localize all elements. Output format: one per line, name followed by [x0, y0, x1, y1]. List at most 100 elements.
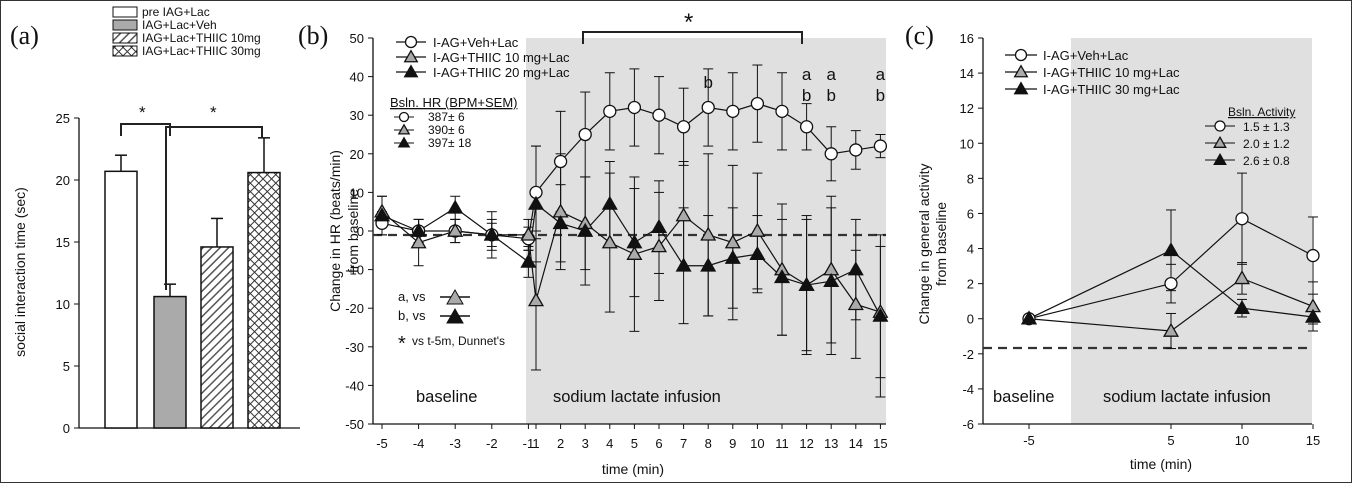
- data-point: [1235, 212, 1249, 226]
- data-point: [749, 245, 766, 260]
- legend-entry: I-AG+Veh+Lac: [1043, 48, 1129, 63]
- data-point: [798, 276, 815, 291]
- data-point: [447, 222, 464, 237]
- legend-entry: I-AG+THIIC 20 mg+Lac: [433, 65, 570, 80]
- x-tick-label: -4: [413, 436, 425, 451]
- panel-a-bars: [104, 137, 281, 429]
- panel-a-label: (a): [10, 21, 39, 50]
- y-tick-label: 6: [967, 206, 974, 221]
- panel-c-y-label: Change in general activity: [916, 163, 932, 324]
- data-point: [750, 96, 765, 111]
- data-point: [520, 253, 537, 268]
- data-point: [483, 226, 500, 241]
- data-point: [849, 143, 863, 157]
- data-point: [726, 104, 740, 118]
- series-line: [1028, 249, 1314, 320]
- y-tick-label: 14: [960, 66, 974, 81]
- legend-marker: [1013, 64, 1029, 78]
- data-point: [700, 226, 717, 241]
- panel-b-y-label: Change in HR (beats/min): [327, 150, 343, 312]
- data-point: [701, 100, 715, 115]
- data-point: [775, 104, 789, 118]
- panel-c-label: (c): [905, 21, 934, 50]
- sig-letter: a: [876, 65, 886, 84]
- y-tick-label: 4: [967, 242, 974, 257]
- data-point: [1233, 299, 1251, 315]
- y-tick-label: 2: [967, 277, 974, 292]
- legend-swatch: [112, 45, 138, 57]
- baseline-marker: [397, 136, 411, 148]
- x-tick-label: -3: [449, 436, 461, 451]
- panel-c-baseline-label: baseline: [993, 388, 1054, 406]
- data-point: [552, 215, 569, 230]
- data-point: [577, 222, 594, 237]
- x-tick-label: 8: [705, 436, 712, 451]
- data-point: [410, 234, 427, 249]
- x-tick-label: 9: [729, 436, 736, 451]
- panel-b-bracket: *: [582, 9, 803, 44]
- baseline-value: 2.6 ± 0.8: [1243, 154, 1290, 168]
- data-point: [676, 120, 691, 134]
- x-tick-label: 6: [655, 436, 662, 451]
- panel-c-y-label-2: from baseline: [933, 202, 949, 286]
- data-point: [520, 226, 537, 241]
- y-tick-label: 10: [960, 136, 974, 151]
- key-b: b, vs: [398, 308, 426, 323]
- y-tick-label: -50: [345, 417, 364, 432]
- y-tick-label: 50: [350, 31, 364, 46]
- bar: [200, 246, 234, 429]
- panel-b-x-label: time (min): [602, 461, 664, 477]
- panel-a: (a) 0 5 10 15 20 25 social interaction time (…: [10, 5, 300, 436]
- sig-letter: a: [826, 65, 836, 84]
- y-tick-label: 0: [967, 312, 974, 327]
- data-point: [527, 195, 545, 210]
- y-tick-label: 8: [967, 171, 974, 186]
- panel-b-series: [373, 64, 889, 398]
- legend-swatch: [112, 19, 138, 31]
- legend-marker: [1013, 81, 1029, 95]
- panel-c-infusion-label: sodium lactate infusion: [1103, 388, 1271, 406]
- baseline-value: 397± 18: [428, 136, 472, 150]
- legend-entry: IAG+Lac+Veh: [142, 18, 217, 32]
- legend-title: Bsln. Activity: [1228, 105, 1295, 119]
- data-point: [749, 222, 766, 237]
- data-point: [1162, 322, 1180, 337]
- y-tick-label: 0: [63, 421, 70, 436]
- legend-entry: I-AG+Veh+Lac: [433, 35, 519, 50]
- baseline-marker: [397, 123, 411, 135]
- data-point: [1233, 270, 1251, 285]
- sig-letter: b: [876, 86, 885, 105]
- legend-title: Bsln. HR (BPM+SEM): [390, 95, 518, 110]
- x-tick-label: 11: [775, 436, 789, 451]
- y-tick-label: 20: [350, 147, 364, 162]
- y-tick-label: -40: [345, 378, 364, 393]
- y-tick-label: 40: [350, 70, 364, 85]
- bar: [247, 171, 281, 429]
- data-point: [1304, 308, 1322, 323]
- y-tick-label: 10: [350, 185, 364, 200]
- data-point: [652, 108, 666, 122]
- y-tick-label: -20: [345, 301, 364, 316]
- series-line: [1028, 217, 1314, 320]
- panel-b-y-label-2: from baseline: [345, 189, 361, 273]
- y-tick-label: -10: [345, 263, 364, 278]
- data-point: [1306, 248, 1320, 263]
- panel-c: (c) -6 -4 -2 0 2 4 6 8 10 12 14 16 -5 5 10 15 Change in…: [905, 21, 1322, 472]
- data-point: [627, 100, 642, 115]
- y-tick-label: 10: [56, 297, 70, 312]
- y-tick-label: 0: [357, 224, 364, 239]
- panel-b: (b) -50 -40 -30 -20 -10 0 10 20 30 40 50 -5 -4 -3 -2 -1…: [298, 9, 889, 477]
- data-point: [675, 207, 692, 222]
- y-tick-label: 12: [960, 101, 974, 116]
- data-point: [553, 154, 568, 169]
- y-tick-label: 16: [960, 31, 974, 46]
- baseline-value: 387± 6: [428, 110, 465, 124]
- data-point: [650, 238, 668, 253]
- x-tick-label: -1: [523, 436, 535, 451]
- y-tick-label: -4: [962, 382, 974, 397]
- x-tick-label: 5: [631, 436, 638, 451]
- panel-b-label: (b): [298, 21, 328, 50]
